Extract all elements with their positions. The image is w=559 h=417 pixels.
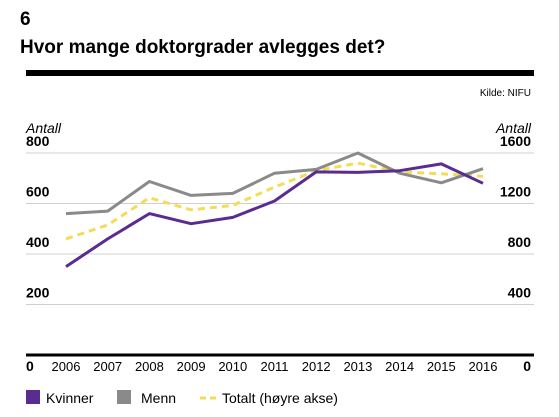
x-tick-labels: 2006 2007 2008 2009 2010 2011 2012 2013 2014 2015… — [52, 359, 498, 374]
x-tick-label: 2016 — [469, 359, 498, 374]
left-axis-label: Antall — [25, 120, 62, 136]
legend-label: Menn — [141, 390, 176, 406]
x-tick-label: 2010 — [218, 359, 247, 374]
x-tick-label: 2009 — [177, 359, 206, 374]
gridlines — [26, 152, 534, 357]
figure-number: 6 — [20, 9, 31, 30]
legend-label: Kvinner — [46, 390, 94, 406]
x-tick-label: 2011 — [261, 359, 289, 374]
series-line — [65, 161, 484, 241]
x-tick-label: 2008 — [135, 359, 164, 374]
left-tick-label: 200 — [26, 285, 50, 301]
legend-label: Totalt (høyre akse) — [222, 390, 338, 406]
source-label: Kilde: NIFU — [480, 88, 531, 99]
series-line — [65, 162, 484, 268]
left-tick-label: 800 — [26, 133, 50, 149]
legend-swatch — [26, 390, 40, 404]
left-tick-label: 400 — [26, 234, 50, 250]
x-tick-label: 2007 — [93, 359, 122, 374]
right-tick-label: 800 — [508, 234, 532, 250]
x-tick-label: 2006 — [52, 359, 81, 374]
right-tick-label: 400 — [508, 285, 532, 301]
right-tick-labels: 400 800 1200 1600 0 — [500, 133, 531, 374]
right-axis-label: Antall — [495, 120, 532, 136]
right-tick-label: 0 — [523, 358, 531, 374]
x-tick-label: 2014 — [385, 359, 414, 374]
legend-swatch — [117, 390, 131, 404]
x-tick-label: 2012 — [302, 359, 331, 374]
left-tick-labels: 200 400 600 800 0 — [26, 133, 50, 374]
series-lines — [65, 151, 484, 268]
series-line — [65, 151, 484, 216]
x-tick-label: 2013 — [343, 359, 372, 374]
legend: Kvinner Menn Totalt (høyre akse) — [26, 390, 338, 406]
right-tick-label: 1600 — [500, 133, 531, 149]
chart-title: Hvor mange doktorgrader avlegges det? — [20, 37, 385, 58]
right-tick-label: 1200 — [500, 184, 531, 200]
left-tick-label: 0 — [26, 358, 34, 374]
left-tick-label: 600 — [26, 184, 50, 200]
title-rule — [26, 70, 534, 76]
x-tick-label: 2015 — [427, 359, 456, 374]
